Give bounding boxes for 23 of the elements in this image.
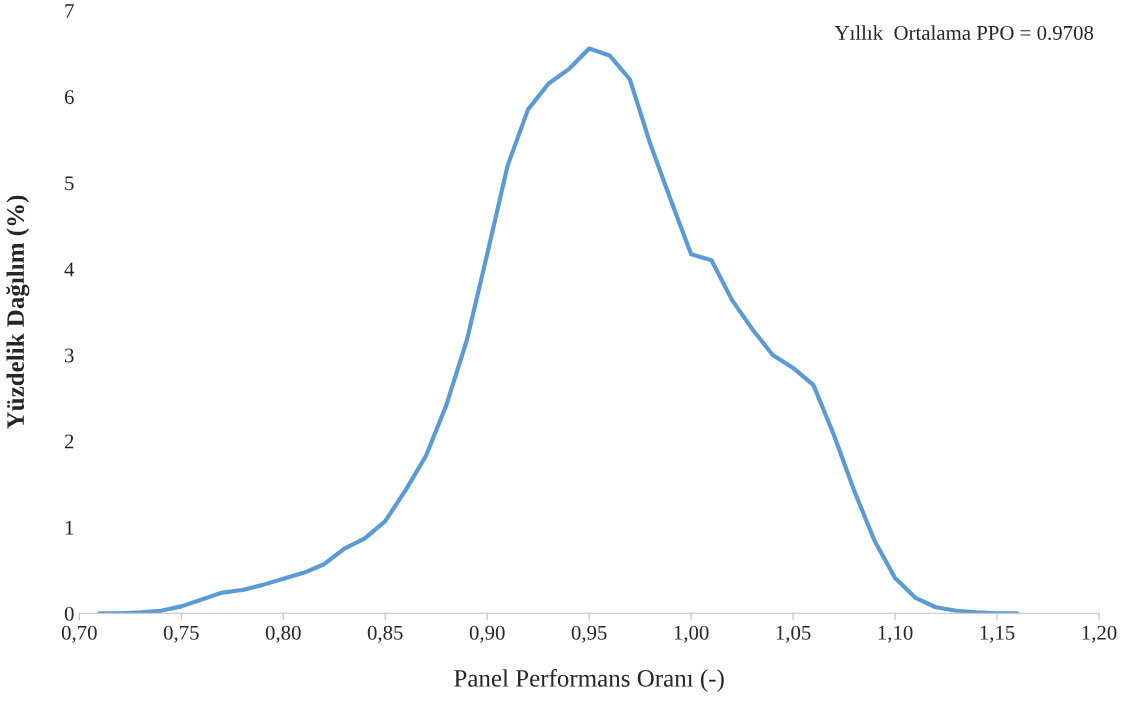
annotation: Yıllık Ortalama PPO = 0.9708 — [834, 25, 1094, 41]
x-tick-label: 1,20 — [1082, 625, 1117, 643]
y-tick-label: 7 — [65, 4, 74, 18]
y-tick-label: 2 — [64, 434, 74, 449]
y-tick-label: 3 — [65, 348, 74, 363]
y-tick-label: 5 — [65, 176, 74, 191]
x-tick-label: 0,95 — [571, 625, 607, 643]
y-tick-label: 6 — [64, 90, 74, 105]
y-tick-label: 0 — [64, 606, 74, 621]
x-tick-label: 1,15 — [980, 625, 1015, 643]
x-tick-label: 1,10 — [878, 625, 913, 643]
x-tick-label: 0,75 — [163, 625, 199, 643]
x-tick-label: 0,70 — [61, 625, 97, 643]
y-tick-label: 1 — [65, 520, 74, 535]
x-axis-title: Panel Performans Oranı (-) — [454, 668, 724, 692]
x-tick-label: 1,05 — [776, 625, 811, 643]
line-series — [97, 46, 1020, 614]
x-tick-label: 0,90 — [469, 625, 505, 643]
y-tick-label: 4 — [64, 262, 75, 277]
x-tick-label: 0,85 — [367, 625, 403, 643]
x-tick-label: 0,80 — [265, 625, 301, 643]
y-axis-title: Yüzdelik Dağılım (%) — [6, 195, 30, 429]
x-tick-label: 1,00 — [674, 625, 709, 643]
